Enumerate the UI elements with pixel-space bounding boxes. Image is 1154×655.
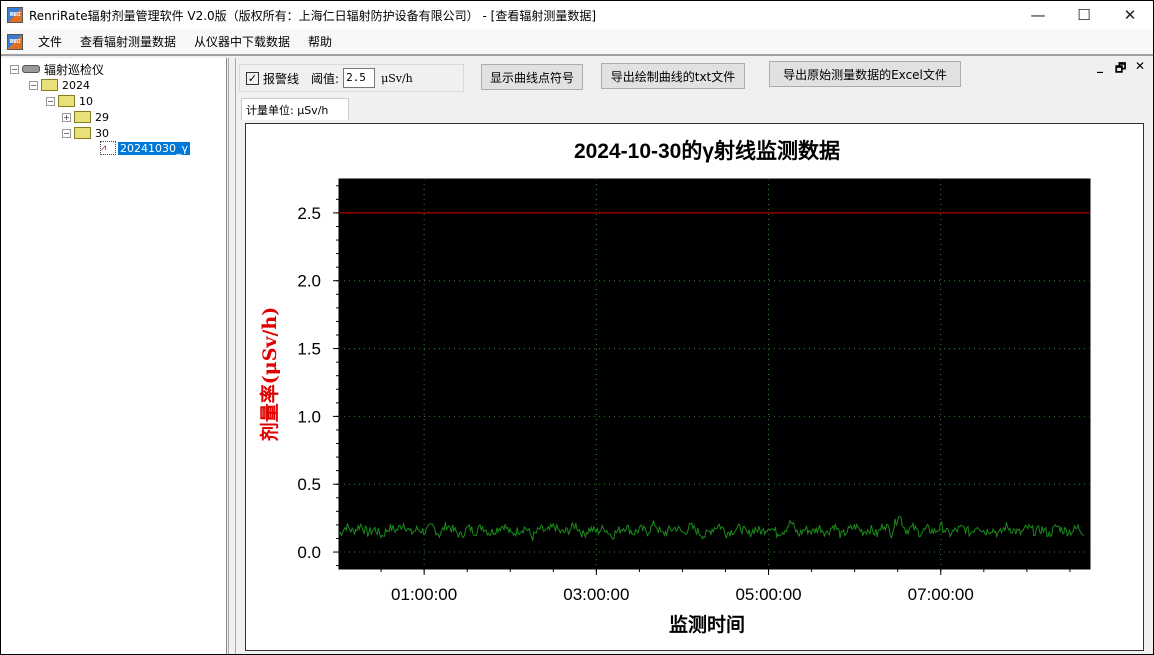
x-tick-label: 07:00:00 — [908, 585, 974, 604]
export-txt-button[interactable]: 导出绘制曲线的txt文件 — [601, 63, 745, 89]
tree-node-year[interactable]: −2024 — [29, 78, 90, 92]
collapse-icon[interactable]: − — [46, 96, 55, 106]
mdi-app-icon[interactable]: RNRI — [7, 33, 23, 50]
tree-node-root[interactable]: − 辐射巡检仪 — [10, 62, 105, 77]
data-series-line — [338, 515, 1085, 541]
collapse-icon[interactable]: − — [29, 80, 38, 90]
menu-help[interactable]: 帮助 — [308, 35, 333, 49]
y-tick-label: 2.5 — [297, 204, 321, 223]
y-tick-label: 0.5 — [297, 475, 321, 494]
folder-icon — [74, 111, 91, 123]
chart-panel: 2024-10-30的γ射线监测数据 监测时间 剂量率(μSv/h) 0.0 0.… — [245, 123, 1144, 651]
device-icon — [22, 65, 40, 73]
chart-title: 2024-10-30的γ射线监测数据 — [574, 139, 840, 163]
folder-icon — [41, 79, 58, 91]
alarm-line-checkbox[interactable]: ✓ — [246, 71, 259, 85]
menu-download[interactable]: 从仪器中下载数据 — [194, 35, 291, 49]
alarm-line-label: 报警线 — [263, 71, 300, 86]
expand-icon[interactable]: + — [62, 112, 71, 122]
folder-icon — [74, 127, 91, 139]
threshold-label: 阈值: — [311, 71, 340, 86]
mdi-restore-button[interactable]: 🗗 — [1115, 61, 1127, 75]
minimize-button[interactable]: — — [1030, 6, 1046, 24]
menu-bar: RNRI 文件 查看辐射测量数据 从仪器中下载数据 帮助 _ 🗗 ✕ — [1, 29, 1153, 75]
collapse-icon[interactable]: − — [62, 128, 71, 138]
menu-view-data[interactable]: 查看辐射测量数据 — [80, 35, 177, 49]
tree-node-day-29[interactable]: +29 — [62, 110, 109, 124]
plot-area — [339, 179, 1090, 569]
close-button[interactable]: ✕ — [1123, 6, 1137, 24]
y-tick-label: 1.5 — [297, 340, 321, 359]
alarm-options-group: ✓ 报警线 阈值: 2.5 μSv/h — [239, 64, 464, 92]
panel-splitter[interactable] — [228, 58, 236, 654]
folder-icon — [58, 95, 75, 107]
tree-node-month[interactable]: −10 — [46, 94, 93, 108]
mdi-close-button[interactable]: ✕ — [1135, 59, 1146, 73]
chart-file-icon: ⩘ — [100, 141, 116, 155]
y-tick-label: 1.0 — [297, 407, 321, 426]
app-logo-icon: RNRI — [7, 7, 23, 23]
tab-unit[interactable]: 计量单位: μSv/h — [241, 98, 349, 120]
menu-file[interactable]: 文件 — [38, 35, 63, 49]
mdi-minimize-button[interactable]: _ — [1097, 59, 1103, 73]
maximize-button[interactable]: ☐ — [1077, 6, 1091, 24]
threshold-unit: μSv/h — [381, 71, 413, 85]
export-excel-button[interactable]: 导出原始测量数据的Excel文件 — [769, 61, 961, 87]
x-tick-label: 03:00:00 — [563, 585, 629, 604]
y-tick-label: 0.0 — [297, 543, 321, 562]
y-tick-label: 2.0 — [297, 272, 321, 291]
window-title: RenriRate辐射剂量管理软件 V2.0版（版权所有：上海仁日辐射防护设备有… — [29, 8, 597, 23]
plot-border — [338, 178, 1091, 570]
collapse-icon[interactable]: − — [10, 64, 19, 74]
x-tick-label: 01:00:00 — [391, 585, 457, 604]
x-tick-label: 05:00:00 — [735, 585, 801, 604]
show-symbols-button[interactable]: 显示曲线点符号 — [481, 64, 583, 90]
x-axis-label: 监测时间 — [669, 613, 745, 636]
title-bar: RNRI RenriRate辐射剂量管理软件 V2.0版（版权所有：上海仁日辐射… — [1, 1, 1153, 29]
device-tree: − 辐射巡检仪 −2024 −10 +29 −30 ⩘ 20241030_γ — [1, 58, 227, 654]
threshold-input[interactable]: 2.5 — [343, 68, 376, 88]
y-axis-label: 剂量率(μSv/h) — [258, 307, 281, 441]
tree-node-day-30[interactable]: −30 — [62, 126, 109, 140]
tree-node-file[interactable]: ⩘ 20241030_γ — [100, 141, 190, 155]
dose-rate-chart: 2024-10-30的γ射线监测数据 监测时间 剂量率(μSv/h) 0.0 0.… — [258, 139, 1091, 636]
